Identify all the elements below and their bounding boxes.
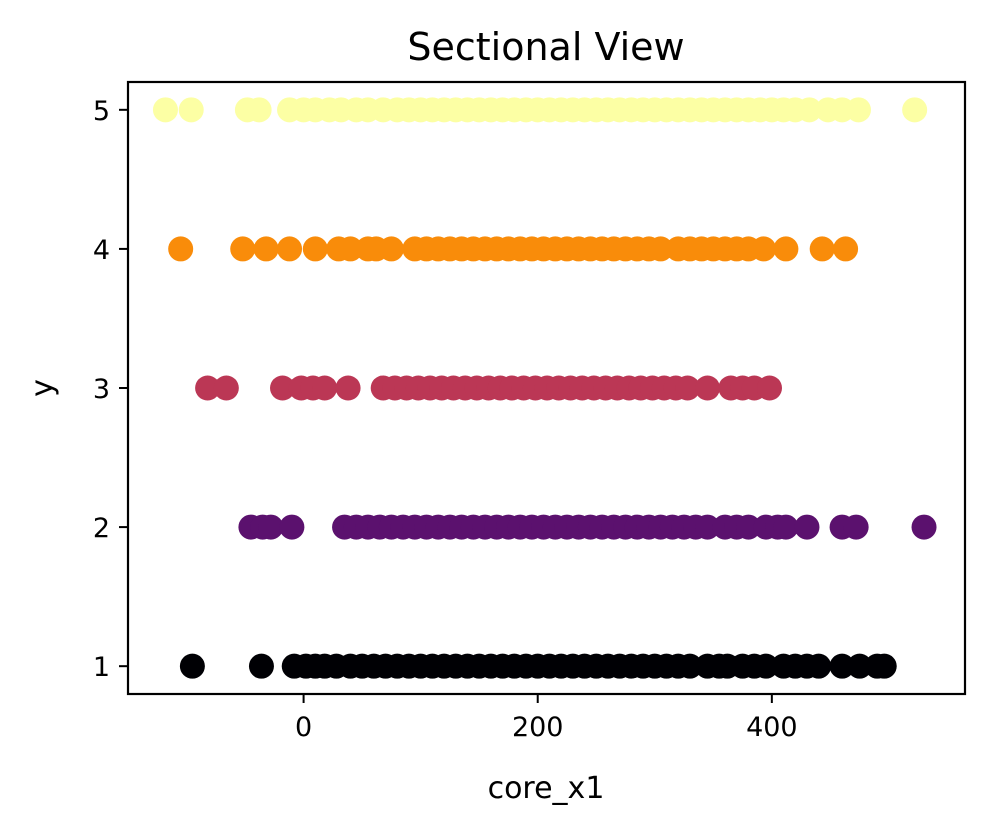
x-axis-label: core_x1 — [488, 771, 605, 806]
y-tick-label-4: 4 — [93, 235, 110, 266]
y-tick-label-2: 2 — [93, 513, 110, 544]
point-y5-47 — [796, 97, 822, 123]
point-y2-44 — [843, 514, 869, 540]
x-tick-label-400: 400 — [746, 712, 798, 743]
x-axis-ticks: 0 200 400 — [295, 694, 798, 743]
point-y4-31 — [648, 236, 674, 262]
point-y3-5 — [312, 375, 338, 401]
point-y1-47 — [829, 653, 855, 679]
y-axis-label: y — [25, 379, 60, 397]
point-y1-36 — [677, 653, 703, 679]
point-y2-45 — [911, 514, 937, 540]
point-y2-3 — [279, 514, 305, 540]
point-y3-33 — [675, 375, 701, 401]
point-y5-51 — [902, 97, 928, 123]
point-y2-35 — [694, 514, 720, 540]
point-y1-46 — [806, 653, 832, 679]
point-y4-0 — [168, 236, 194, 262]
point-y5-3 — [246, 97, 272, 123]
point-y1-1 — [248, 653, 274, 679]
x-tick-label-0: 0 — [295, 712, 312, 743]
point-y3-0 — [195, 375, 221, 401]
point-y4-9 — [378, 236, 404, 262]
point-y2-2 — [258, 514, 284, 540]
y-tick-label-1: 1 — [93, 652, 110, 683]
point-y5-1 — [178, 97, 204, 123]
point-y5-50 — [845, 97, 871, 123]
point-y4-2 — [253, 236, 279, 262]
point-y4-6 — [337, 236, 363, 262]
x-tick-label-200: 200 — [512, 712, 564, 743]
point-y2-42 — [794, 514, 820, 540]
point-y4-41 — [809, 236, 835, 262]
point-y2-41 — [773, 514, 799, 540]
y-axis-ticks: 1 2 3 4 5 — [93, 96, 128, 683]
point-y3-38 — [757, 375, 783, 401]
data-points — [152, 97, 937, 679]
y-tick-label-3: 3 — [93, 374, 110, 405]
point-y3-34 — [694, 375, 720, 401]
point-y4-4 — [302, 236, 328, 262]
point-y1-48 — [847, 653, 873, 679]
point-y1-50 — [871, 653, 897, 679]
y-tick-label-5: 5 — [93, 96, 110, 127]
point-y4-40 — [773, 236, 799, 262]
point-y3-2 — [270, 375, 296, 401]
point-y4-42 — [833, 236, 859, 262]
point-y4-39 — [751, 236, 777, 262]
chart-title: Sectional View — [407, 25, 684, 69]
point-y3-6 — [335, 375, 361, 401]
point-y4-3 — [277, 236, 303, 262]
point-y1-0 — [179, 653, 205, 679]
point-y5-0 — [152, 97, 178, 123]
point-y3-1 — [213, 375, 239, 401]
point-y4-1 — [230, 236, 256, 262]
point-y2-38 — [735, 514, 761, 540]
point-y1-42 — [753, 653, 779, 679]
